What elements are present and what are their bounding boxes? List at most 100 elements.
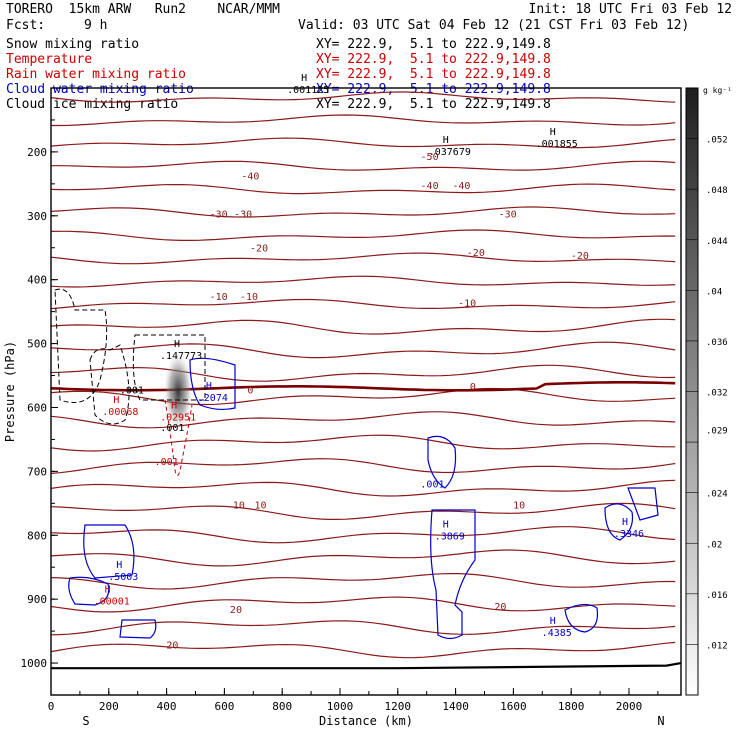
x-tick-label: 1200 [385, 700, 412, 713]
extremum-value: .037679 [429, 147, 471, 158]
x-axis-label: Distance (km) [319, 714, 413, 728]
cloud-water-contour [430, 509, 476, 640]
cloud-water-contour [604, 503, 634, 541]
colorbar-tick-label: .029 [706, 426, 728, 436]
contour-label: -30 [234, 210, 252, 221]
y-tick-label: 900 [27, 593, 47, 606]
extremum-marker: H [550, 616, 556, 627]
field-xy-0: XY= 222.9, 5.1 to 222.9,149.8 [316, 37, 551, 52]
contour-label: 10 [254, 500, 266, 511]
field-name-1: Temperature [6, 52, 93, 67]
north-end-label: N [657, 714, 664, 728]
extremum-value: .001855 [536, 139, 578, 150]
extremum-marker: H [171, 400, 177, 411]
colorbar-tick-label: .032 [706, 389, 728, 399]
extremum-marker: H [301, 73, 307, 84]
extremum-marker: H [206, 381, 212, 392]
y-tick-label: 200 [27, 146, 47, 159]
isotherm-line [50, 549, 676, 567]
contour-label: -20 [467, 248, 485, 259]
cloud-water-contour [564, 603, 599, 633]
isotherm-line [50, 458, 676, 474]
contour-label: -20 [571, 251, 589, 262]
isotherm-line [51, 160, 676, 171]
y-tick-label: 500 [27, 338, 47, 351]
model-title: TORERO 15km ARW Run2 NCAR/MMM [6, 2, 280, 17]
x-tick-label: 1600 [500, 700, 527, 713]
x-tick-label: 1400 [442, 700, 469, 713]
colorbar-tick-label: .012 [706, 641, 728, 651]
colorbar-tick-label: .036 [706, 338, 728, 348]
contour-label: 20 [494, 602, 506, 613]
contour-label: 10 [513, 500, 525, 511]
contour-label: -40 [421, 181, 439, 192]
contour-label: 0 [247, 385, 253, 396]
x-tick-label: 200 [99, 700, 119, 713]
contour-label: -10 [458, 299, 476, 310]
isotherm-line [50, 434, 676, 452]
colorbar-tick-label: .052 [706, 136, 728, 146]
isotherm-line [50, 526, 676, 544]
valid-time: Valid: 03 UTC Sat 04 Feb 12 (21 CST Fri … [298, 18, 690, 33]
contour-label: 0 [470, 382, 476, 393]
isotherm-line [50, 573, 676, 590]
colorbar-tick-label: .048 [706, 186, 728, 196]
extremum-value: .001 [155, 457, 179, 468]
snow-core-shading [164, 353, 193, 430]
y-tick-label: 1000 [21, 657, 48, 670]
isotherm-line [50, 183, 676, 195]
contour-label: -10 [210, 292, 228, 303]
isotherm-line [50, 91, 676, 103]
y-tick-label: 400 [27, 274, 47, 287]
extremum-value: .001 [120, 385, 144, 396]
cloud-water-contour [427, 435, 457, 489]
field-xy-1: XY= 222.9, 5.1 to 222.9,149.8 [316, 52, 551, 67]
south-end-label: S [82, 714, 89, 728]
cloud-water-contour [189, 357, 236, 411]
extremum-value: .02951 [160, 412, 196, 423]
cloud-water-contour [83, 524, 135, 579]
field-name-2: Rain water mixing ratio [6, 67, 187, 82]
isotherm-line [51, 114, 676, 127]
field-name-0: Snow mixing ratio [6, 37, 140, 52]
extremum-value: .001125 [287, 85, 329, 96]
contour-label: -30 [499, 210, 517, 221]
contour-label: -10 [240, 292, 258, 303]
snow-contour [132, 334, 206, 401]
field-xy-3: XY= 222.9, 5.1 to 222.9,149.8 [316, 82, 551, 97]
forecast-label: Fcst: [6, 18, 46, 33]
extremum-value: .00068 [102, 407, 138, 418]
extremum-marker: H [105, 584, 111, 595]
field-name-3: Cloud water mixing ratio [6, 82, 194, 97]
plot-frame [50, 87, 682, 696]
extremum-marker: H [174, 339, 180, 350]
extremum-marker: H [113, 395, 119, 406]
surface-line [51, 661, 682, 670]
isotherm-line [50, 502, 676, 520]
extremum-value: .001 [420, 479, 444, 490]
isotherm-line [50, 318, 676, 335]
y-tick-label: 600 [27, 401, 47, 414]
y-tick-label: 800 [27, 529, 47, 542]
rain-contour [164, 399, 193, 477]
y-axis-label: Pressure (hPa) [3, 341, 17, 442]
field-xy-2: XY= 222.9, 5.1 to 222.9,149.8 [316, 67, 551, 82]
isotherm-line [50, 620, 676, 636]
colorbar-unit: g kg⁻¹ [703, 86, 732, 95]
contour-label: 10 [233, 500, 245, 511]
x-tick-label: 400 [157, 700, 177, 713]
snow-contour [89, 344, 130, 425]
x-tick-label: 1000 [327, 700, 354, 713]
forecast-hour: 9 h [84, 18, 108, 33]
snow-contour [54, 288, 108, 403]
contour-label: -40 [452, 181, 470, 192]
contour-label: 20 [166, 640, 178, 651]
x-tick-label: 0 [48, 700, 55, 713]
colorbar-tick-label: .016 [706, 591, 728, 601]
isotherm-line [50, 298, 676, 310]
colorbar-tick-label: .024 [706, 490, 728, 500]
contour-label: -20 [250, 244, 268, 255]
isotherm-line [50, 411, 676, 429]
extremum-value: .147773 [160, 351, 202, 362]
